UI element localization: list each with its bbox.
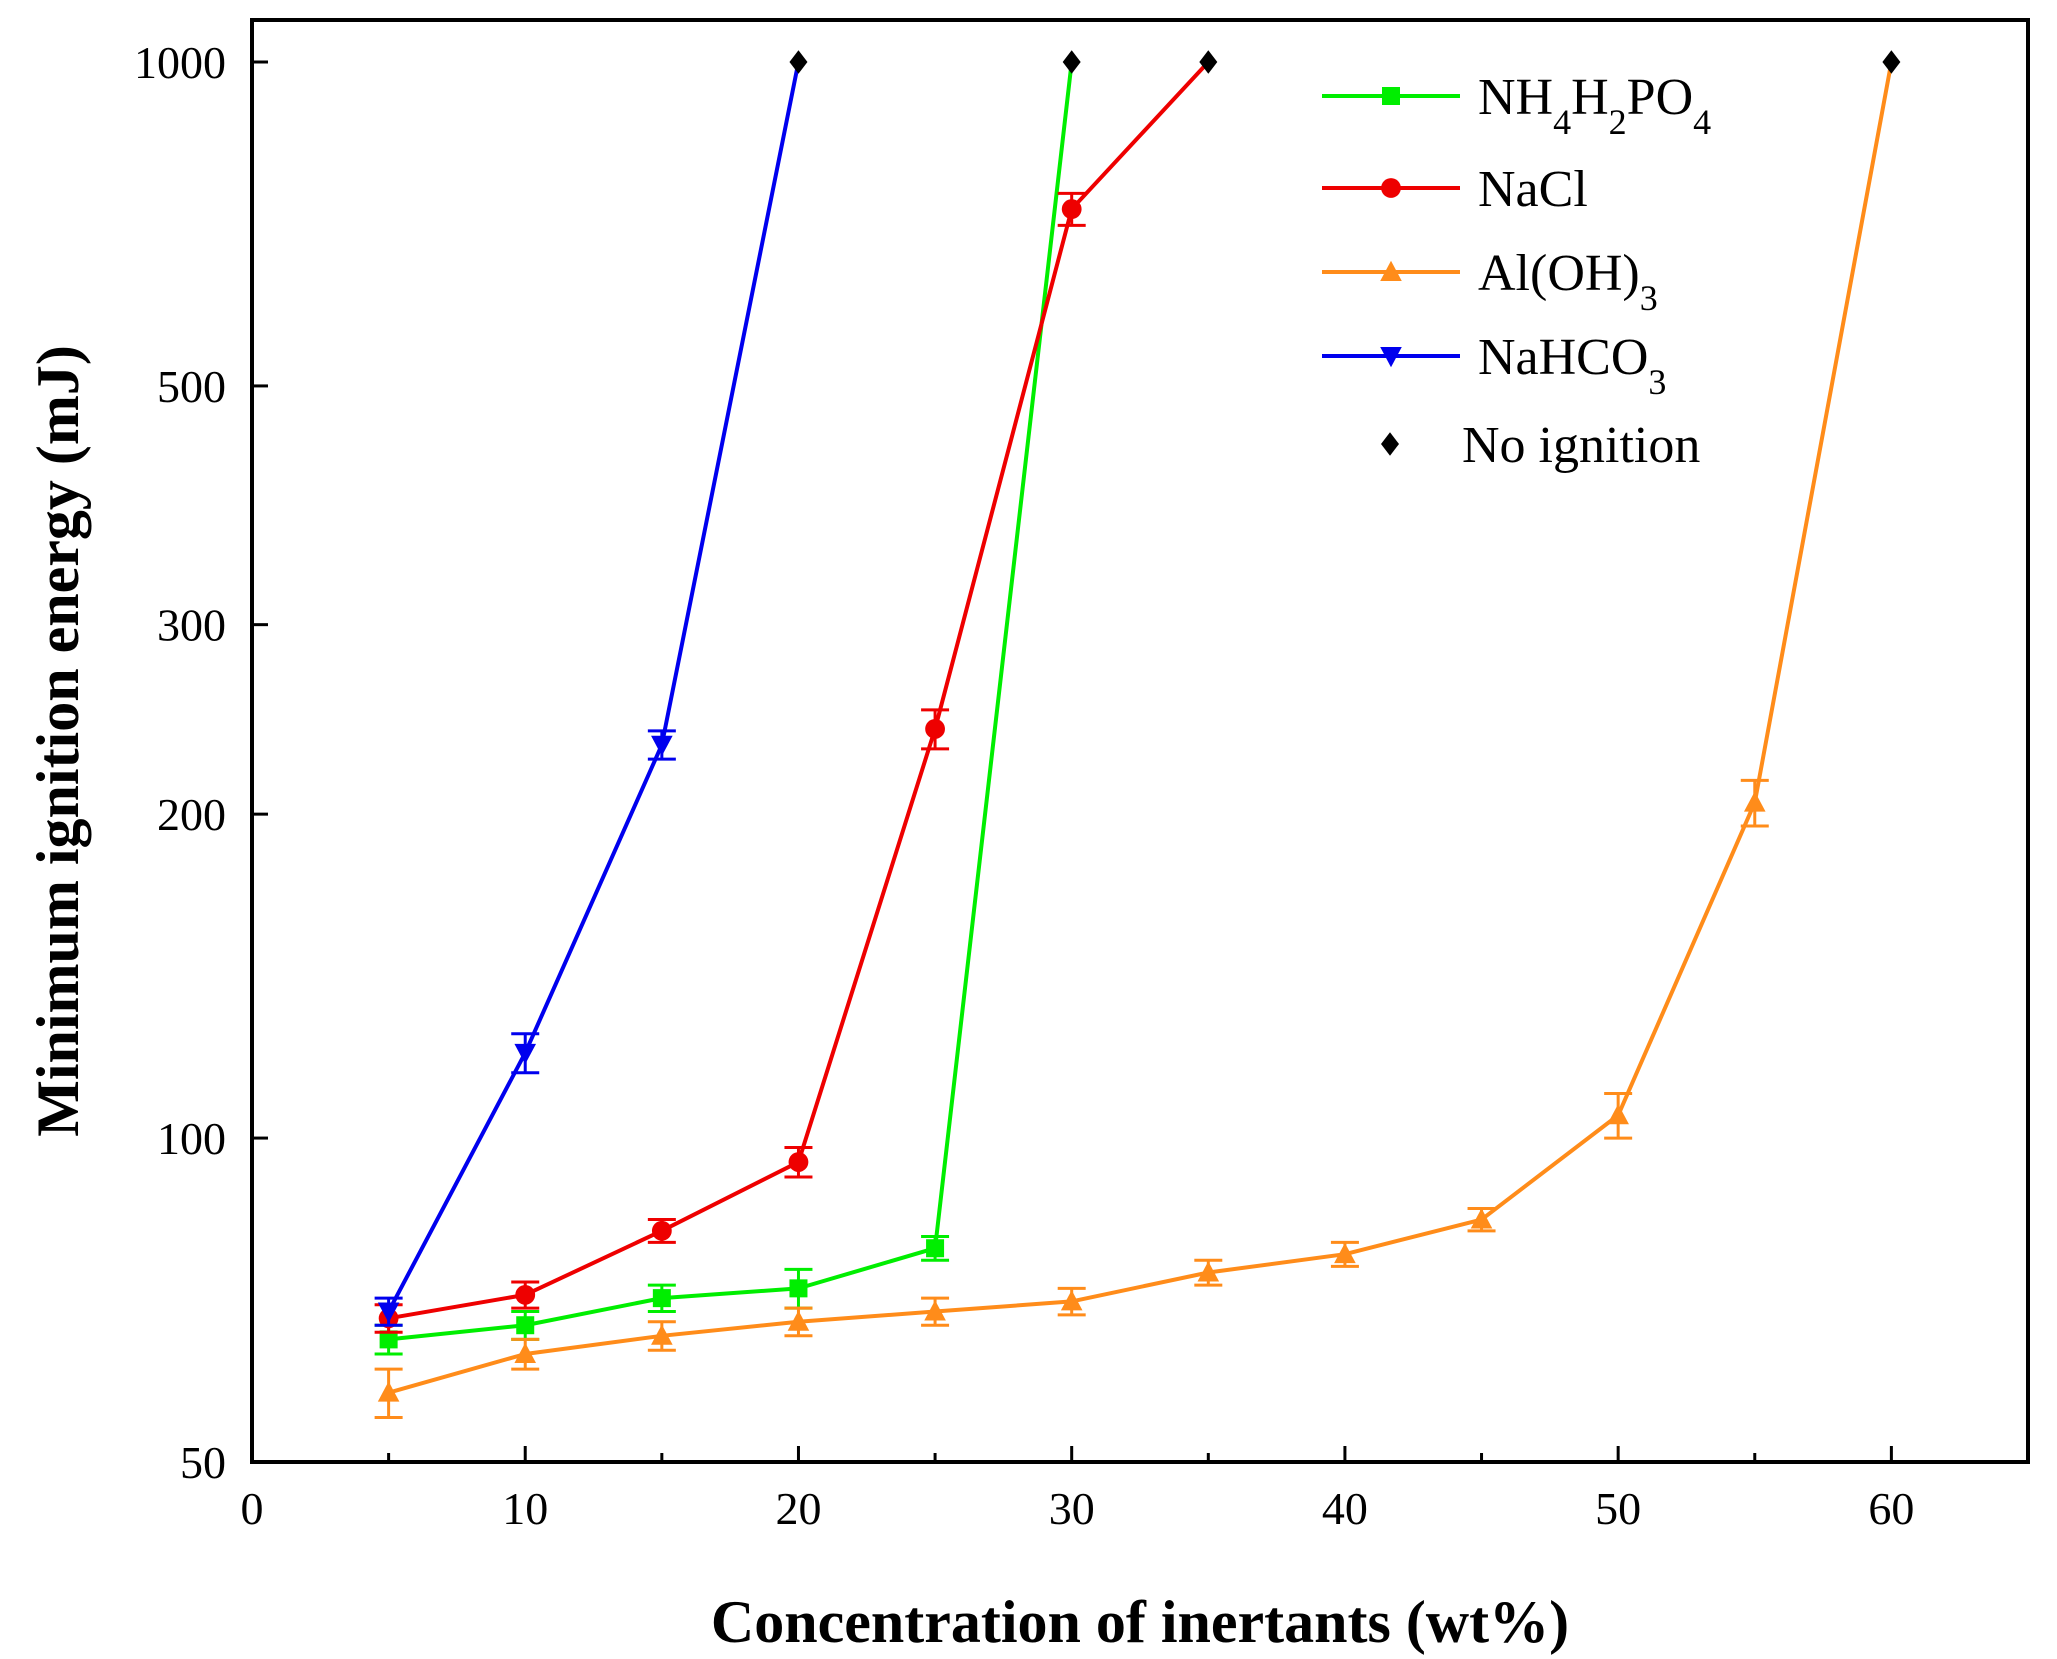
no-ignition-point <box>789 50 808 74</box>
data-point <box>1061 199 1082 219</box>
data-point <box>1743 791 1766 812</box>
data-point <box>788 1152 809 1172</box>
y-tick-label: 1000 <box>134 37 226 88</box>
x-tick-label: 60 <box>1868 1483 1914 1534</box>
legend-label: NH4H2PO4 <box>1478 69 1711 142</box>
y-tick-label: 300 <box>157 600 226 651</box>
x-tick-label: 30 <box>1049 1483 1095 1534</box>
series-line <box>388 60 1210 1321</box>
legend-item: NH4H2PO4 <box>1322 69 1711 142</box>
no-ignition-point <box>1199 50 1218 74</box>
legend: NH4H2PO4 NaCl Al(OH)3 NaHCO3 No ignition <box>1322 69 1711 474</box>
legend-marker <box>1381 432 1399 456</box>
x-tick-label: 0 <box>241 1483 264 1534</box>
legend-label: NaHCO3 <box>1478 329 1666 402</box>
legend-marker <box>1382 87 1400 105</box>
y-tick-label: 500 <box>157 361 226 412</box>
data-point <box>514 1043 537 1065</box>
x-tick-label: 10 <box>502 1483 548 1534</box>
data-point <box>1607 1104 1629 1125</box>
legend-marker <box>1381 178 1401 198</box>
data-point <box>651 1220 672 1241</box>
legend-item: NaHCO3 <box>1322 329 1666 402</box>
data-point <box>1060 1290 1083 1311</box>
no-ignition-point <box>1882 50 1901 74</box>
data-point <box>515 1284 536 1305</box>
series-line <box>388 61 1894 1395</box>
legend-item: Al(OH)3 <box>1322 245 1658 318</box>
legend-item: NaCl <box>1322 161 1588 218</box>
axes: 0 10 20 30 40 50 60 50 100 200 300 500 1000 Concentra… <box>25 18 2030 1655</box>
legend-item: No ignition <box>1381 417 1700 474</box>
x-tick-label: 20 <box>775 1483 821 1534</box>
data-point <box>1334 1242 1356 1264</box>
legend-label: No ignition <box>1462 417 1700 474</box>
data-point <box>787 1310 810 1331</box>
series-Al(OH)3 <box>374 61 1894 1419</box>
data-point <box>924 1300 946 1321</box>
legend-marker <box>1380 260 1402 281</box>
y-tick-label: 100 <box>157 1113 226 1164</box>
markers-layer <box>789 50 1901 74</box>
series-NaCl <box>374 60 1210 1334</box>
no-ignition-point <box>1062 50 1081 74</box>
data-point <box>651 735 673 757</box>
y-tick-label: 50 <box>180 1437 226 1488</box>
series-layer <box>374 60 1894 1419</box>
x-axis-title: Concentration of inertants (wt%) <box>711 1589 1569 1655</box>
series-NaHCO3 <box>374 61 801 1327</box>
data-point <box>789 1279 808 1298</box>
series-line <box>388 61 1074 1342</box>
series-NH4H2PO4 <box>374 61 1074 1356</box>
legend-label: Al(OH)3 <box>1478 245 1658 318</box>
y-tick-label: 200 <box>157 789 226 840</box>
data-point <box>926 1239 945 1258</box>
data-point <box>516 1316 535 1335</box>
x-tick-label: 40 <box>1322 1483 1368 1534</box>
data-point <box>925 719 945 739</box>
data-point <box>1470 1208 1493 1229</box>
data-point <box>379 1330 398 1349</box>
data-point <box>377 1381 400 1402</box>
data-point <box>652 1289 671 1308</box>
data-point <box>377 1302 400 1323</box>
series-line <box>386 61 801 1313</box>
data-point <box>514 1342 537 1363</box>
no-ignition-markers <box>789 50 1901 74</box>
data-point <box>1197 1261 1220 1282</box>
legend-marker <box>1380 347 1402 368</box>
y-axis-title: Minimum ignition energy (mJ) <box>25 345 91 1137</box>
data-point <box>651 1324 673 1345</box>
plot-frame <box>250 18 2030 1464</box>
legend-label: NaCl <box>1478 161 1588 218</box>
x-tick-label: 50 <box>1595 1483 1641 1534</box>
